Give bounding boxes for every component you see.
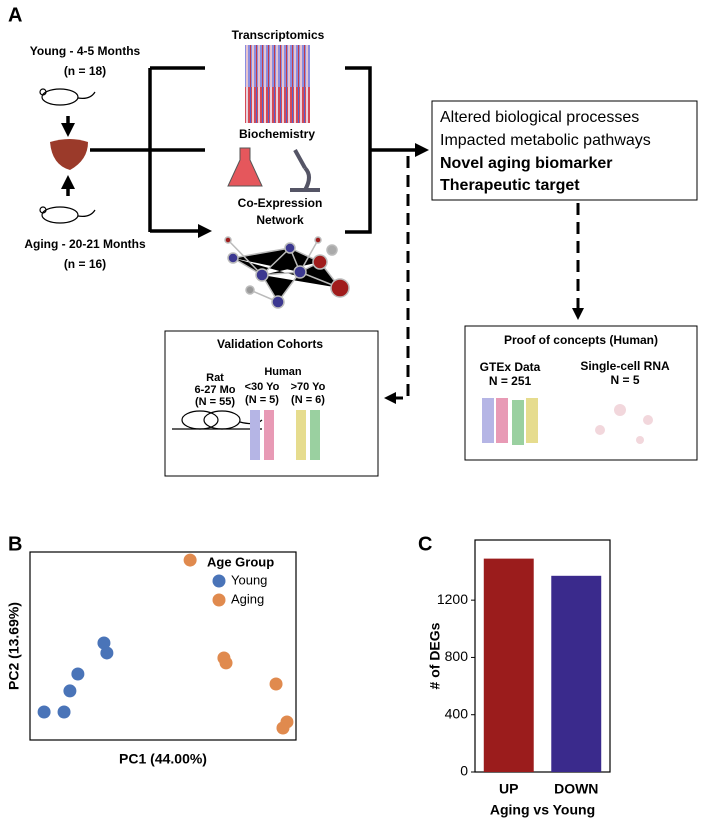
- validation-label: Human: [264, 366, 302, 378]
- point: [63, 684, 77, 698]
- proof-label: GTEx Data: [480, 360, 541, 374]
- legend-label: Aging: [231, 591, 264, 606]
- young-n: (n = 18): [64, 64, 106, 78]
- y-tick-label: 1200: [437, 591, 468, 607]
- legend-marker: [212, 593, 226, 607]
- arrow: [345, 66, 372, 234]
- point: [219, 656, 233, 670]
- point: [269, 677, 283, 691]
- legend-marker: [212, 574, 226, 588]
- x-axis-label: PC1 (44.00%): [119, 751, 207, 767]
- method-label: Transcriptomics: [232, 28, 325, 42]
- legend-label: Young: [231, 572, 267, 587]
- x-tick-label: UP: [499, 781, 518, 797]
- bar: [483, 558, 534, 772]
- y-tick-label: 800: [445, 648, 469, 664]
- young-title: Young - 4-5 Months: [30, 44, 141, 58]
- validation-label: 6-27 Mo: [195, 384, 236, 396]
- validation-label: Rat: [206, 372, 224, 384]
- panel-label: B: [8, 533, 22, 555]
- legend-title: Age Group: [207, 554, 274, 569]
- outcome: Novel aging biomarker: [440, 155, 613, 172]
- liver-icon: [50, 139, 88, 170]
- point: [37, 705, 51, 719]
- lab-icon: [227, 147, 320, 192]
- plot-frame: [474, 539, 611, 773]
- y-axis-label: PC2 (13.69%): [6, 602, 22, 690]
- arrow: [90, 68, 152, 232]
- panel-label: A: [8, 4, 22, 26]
- outcome-box: [431, 100, 698, 201]
- mouse-icon: [39, 88, 96, 224]
- outcome: Impacted metabolic pathways: [440, 132, 651, 149]
- outcome: Altered biological processes: [440, 109, 639, 126]
- proof-title: Proof of concepts (Human): [504, 333, 658, 347]
- proof-label: N = 251: [489, 374, 532, 388]
- point: [97, 636, 111, 650]
- y-tick-label: 400: [445, 705, 469, 721]
- validation-label: (N = 5): [245, 394, 279, 406]
- validation-title: Validation Cohorts: [217, 337, 323, 351]
- validation-label: >70 Yo: [291, 381, 326, 393]
- y-axis-label: # of DEGs: [427, 622, 443, 689]
- x-tick-label: DOWN: [554, 781, 598, 797]
- people-icon: [482, 398, 653, 445]
- point: [276, 721, 290, 735]
- point: [100, 646, 114, 660]
- panel-a: A Young - 4-5 Months (n = 18) Aging - 20…: [8, 4, 698, 477]
- point: [183, 553, 197, 567]
- heatmap: [245, 87, 310, 123]
- x-axis-label: Aging vs Young: [490, 802, 595, 818]
- rat-icon: [172, 410, 263, 430]
- validation-label: <30 Yo: [245, 381, 280, 393]
- method-label: Co-Expression: [238, 196, 323, 210]
- network-icon: [224, 236, 350, 309]
- y-tick-label: 0: [460, 763, 468, 779]
- people-icon: [250, 410, 320, 460]
- arrow: [150, 66, 205, 231]
- method-label: Network: [256, 213, 304, 227]
- dashed-arrow: [384, 156, 410, 404]
- point: [57, 705, 71, 719]
- outcome: Therapeutic target: [440, 177, 580, 194]
- proof-label: N = 5: [610, 373, 639, 387]
- aging-title: Aging - 20-21 Months: [24, 237, 146, 251]
- validation-label: (N = 6): [291, 394, 325, 406]
- validation-label: (N = 55): [195, 396, 235, 408]
- bar: [551, 575, 602, 772]
- proof-label: Single-cell RNA: [580, 359, 670, 373]
- aging-n: (n = 16): [64, 257, 106, 271]
- point: [71, 667, 85, 681]
- method-label: Biochemistry: [239, 127, 315, 141]
- panel-label: C: [418, 533, 432, 555]
- plot-frame: [29, 551, 297, 741]
- heatmap: [245, 45, 310, 87]
